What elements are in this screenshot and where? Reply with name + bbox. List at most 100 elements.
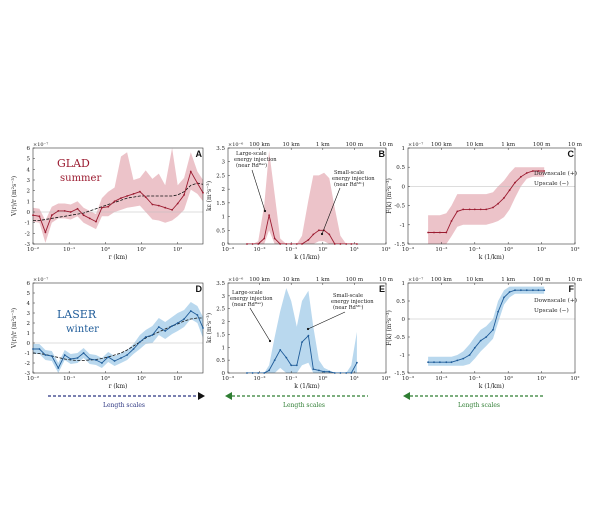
upscale-label-c: Upscale (−)	[534, 180, 569, 187]
top-scale-label-e-1: 10 km	[283, 277, 301, 283]
data-point-e-4	[268, 369, 270, 372]
data-point-d-1	[38, 348, 41, 350]
ytick-label-a-5: 2	[27, 189, 31, 195]
data-point-a-16	[132, 193, 135, 195]
ytick-label-f-5: 1	[402, 281, 406, 287]
axes-frame-a	[32, 147, 204, 245]
exponent-label-c: ×10⁻⁷	[408, 142, 423, 148]
arrow-large-e	[249, 307, 271, 342]
data-point-e-11	[307, 334, 310, 337]
arrow-small-e-head	[306, 327, 310, 331]
xtick-label-c-5: 10²	[570, 246, 579, 253]
downscale-label-f: Downscale (+)	[534, 297, 577, 304]
data-point-d-11	[101, 362, 103, 364]
data-point-a-27	[202, 191, 204, 194]
xtick-label-b-2: 10⁻¹	[285, 246, 297, 253]
data-point-a-3	[50, 214, 53, 217]
ytick-label-a-6: 3	[27, 178, 31, 184]
ytick-label-d-9: 6	[27, 281, 31, 287]
data-point-f-10	[485, 336, 488, 338]
xtick-label-e-3: 10⁰	[318, 375, 328, 382]
data-point-e-13	[318, 369, 320, 372]
data-point-d-20	[157, 326, 160, 328]
arrow-small-b-head	[320, 232, 324, 236]
data-point-c-18	[532, 170, 534, 172]
svg-text:(near Rdᴹᴸ): (near Rdᴹᴸ)	[333, 304, 363, 311]
data-point-f-15	[514, 289, 516, 292]
data-point-f-17	[525, 289, 528, 292]
xtick-label-a-2: 10⁰	[101, 246, 111, 253]
axes-frame-c	[407, 147, 576, 245]
svg-text:(near Rdᴮᵃˢ): (near Rdᴮᵃˢ)	[236, 162, 267, 169]
xtick-label-f-1: 10⁻²	[435, 375, 447, 382]
data-point-e-10	[301, 341, 303, 343]
data-point-e-5	[273, 359, 276, 361]
top-scale-label-f-4: 10 m	[568, 277, 583, 283]
top-scale-label-b-2: 1 km	[316, 142, 331, 148]
exponent-label-a: ×10⁻⁷	[33, 142, 48, 148]
top-scale-label-e-0: 100 km	[249, 277, 271, 283]
data-point-d-4	[57, 367, 60, 369]
xtick-label-e-2: 10⁻¹	[285, 375, 297, 382]
data-point-b-17	[339, 243, 342, 245]
ytick-label-f-4: 0.5	[396, 299, 405, 305]
ytick-label-a-8: 5	[27, 157, 31, 163]
ytick-label-c-4: 0.5	[396, 165, 405, 171]
top-scale-label-b-1: 10 km	[283, 142, 301, 148]
data-point-a-20	[157, 204, 160, 207]
svg-text:energy injection: energy injection	[234, 157, 277, 163]
panel-d: -3 -2 -1 0 1 2 3 4 5 6 10⁻² 10⁻¹ 10⁰ 10¹ 10² ×10⁻⁷ r (km…	[11, 277, 204, 390]
annotation-small-scale-e: Small-scale energy injection (near Rdᴹᴸ)	[331, 293, 374, 311]
arrow-small-e	[307, 311, 346, 330]
ytick-label-b-7: 3.5	[216, 146, 225, 152]
data-point-a-4	[57, 210, 60, 212]
data-point-f-7	[468, 354, 471, 356]
xtick-label-a-0: 10⁻²	[27, 246, 39, 253]
data-point-f-9	[479, 339, 482, 342]
ytick-label-a-1: -2	[25, 231, 30, 237]
data-point-d-16	[132, 348, 135, 350]
data-point-b-19	[350, 243, 353, 245]
data-point-e-15	[328, 370, 331, 373]
xtick-label-c-1: 10⁻²	[435, 246, 447, 253]
length-scales-label-right: Length scales	[458, 402, 500, 409]
ytick-label-a-0: -3	[25, 242, 31, 248]
xtick-label-b-1: 10⁻²	[254, 246, 266, 253]
data-point-b-10	[301, 243, 303, 245]
data-point-a-8	[82, 214, 85, 217]
panel-f: -1.5 -1 -0.5 0 0.5 1 10⁻³ 10⁻² 10⁻¹ 10⁰ 10¹ 10² ×10⁻…	[386, 277, 583, 390]
svg-text:energy injection: energy injection	[332, 176, 375, 182]
top-scale-label-f-3: 100 m	[533, 277, 551, 283]
xtick-label-a-3: 10¹	[137, 246, 146, 253]
axes-frame-f	[407, 282, 576, 374]
data-point-e-9	[295, 364, 298, 367]
data-point-c-8	[473, 208, 476, 211]
data-point-f-5	[456, 359, 459, 362]
data-point-b-18	[345, 243, 348, 245]
ytick-label-e-7: 3.5	[216, 281, 225, 287]
exponent-label-f: ×10⁻⁷	[408, 277, 423, 283]
data-point-c-4	[450, 220, 453, 222]
ytick-label-a-2: -1	[25, 221, 30, 227]
data-point-a-11	[101, 206, 103, 209]
data-point-b-1	[251, 243, 254, 245]
data-point-a-17	[139, 190, 141, 193]
panel-letter-c: C	[568, 149, 575, 159]
data-point-e-2	[257, 372, 260, 374]
svg-text:Large-scale: Large-scale	[232, 290, 263, 296]
data-point-a-7	[76, 207, 79, 210]
data-point-c-15	[514, 181, 516, 184]
data-point-b-20	[356, 243, 358, 245]
upscale-label-f: Upscale (−)	[534, 307, 569, 314]
ytick-label-c-0: -1.5	[394, 242, 405, 248]
uncertainty-band-f	[428, 286, 545, 366]
top-scale-label-b-3: 100 m	[346, 142, 364, 148]
data-point-d-25	[189, 310, 192, 312]
ytick-label-e-6: 3	[222, 294, 226, 300]
data-point-e-12	[312, 368, 315, 370]
svg-text:(near Rdᴮᵃˢ): (near Rdᴮᵃˢ)	[232, 301, 263, 308]
ytick-label-a-4: 1	[27, 199, 31, 205]
data-point-c-11	[492, 206, 494, 209]
svg-text:Large-scale: Large-scale	[236, 151, 267, 157]
data-point-d-7	[76, 357, 79, 359]
